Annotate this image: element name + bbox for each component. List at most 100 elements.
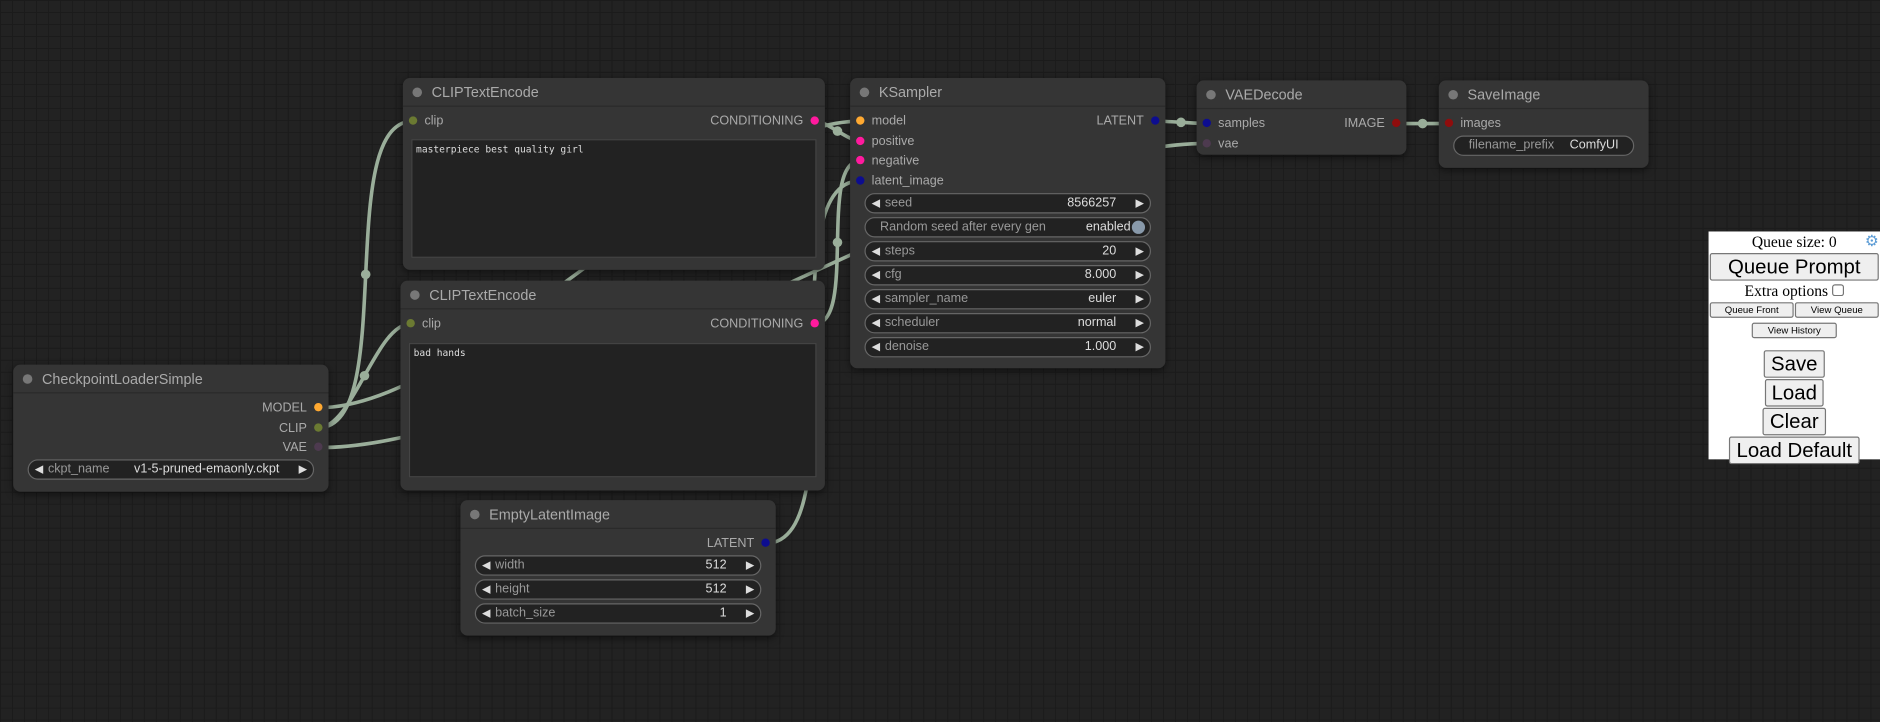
output-slot-latent[interactable]: LATENT [707, 535, 771, 552]
view-history-button[interactable]: View History [1751, 322, 1837, 339]
node-ksampler[interactable]: KSampler model positive negative latent_imag… [850, 77, 1166, 369]
vae-output-dot-icon[interactable] [314, 442, 323, 452]
collapse-dot-icon[interactable] [859, 87, 870, 98]
input-slot-images[interactable]: images [1444, 115, 1501, 132]
output-slot-vae[interactable]: VAE [283, 439, 324, 456]
clip-output-dot-icon[interactable] [314, 422, 323, 432]
collapse-dot-icon[interactable] [412, 87, 423, 98]
clear-button[interactable]: Clear [1762, 407, 1826, 436]
node-title[interactable]: CheckpointLoaderSimple [13, 365, 329, 394]
widget-sampler-name[interactable]: ◀ sampler_name euler ▶ [864, 288, 1152, 310]
arrow-left-icon[interactable]: ◀ [871, 268, 880, 281]
queue-front-button[interactable]: Queue Front [1709, 302, 1794, 318]
node-title[interactable]: CLIPTextEncode [402, 78, 825, 107]
arrow-right-icon[interactable]: ▶ [298, 463, 307, 476]
arrow-right-icon[interactable]: ▶ [745, 582, 755, 595]
collapse-dot-icon[interactable] [1206, 89, 1216, 100]
widget-scheduler[interactable]: ◀ scheduler normal ▶ [864, 312, 1152, 334]
collapse-dot-icon[interactable] [22, 374, 33, 384]
arrow-left-icon[interactable]: ◀ [871, 196, 880, 209]
arrow-left-icon[interactable]: ◀ [871, 316, 880, 329]
collapse-dot-icon[interactable] [470, 509, 480, 520]
model-input-dot-icon[interactable] [856, 116, 865, 125]
prompt-textarea[interactable]: bad hands [408, 343, 817, 478]
extra-options-checkbox[interactable] [1832, 284, 1844, 297]
arrow-left-icon[interactable]: ◀ [871, 292, 880, 305]
node-cliptextencode[interactable]: CLIPTextEncode clip CONDITIONING masterpiec… [402, 77, 825, 270]
arrow-right-icon[interactable]: ▶ [1135, 244, 1144, 257]
arrow-right-icon[interactable]: ▶ [745, 558, 755, 571]
latent-input-dot-icon[interactable] [856, 176, 865, 185]
arrow-left-icon[interactable]: ◀ [481, 558, 491, 571]
widget-seed[interactable]: ◀ seed 8566257 ▶ [864, 192, 1152, 214]
input-slot-model[interactable]: model [855, 113, 906, 130]
load-default-button[interactable]: Load Default [1729, 436, 1860, 465]
arrow-right-icon[interactable]: ▶ [1135, 292, 1144, 305]
conditioning-input-dot-icon[interactable] [856, 136, 865, 145]
arrow-left-icon[interactable]: ◀ [871, 340, 880, 353]
gear-icon[interactable]: ⚙ [1864, 231, 1879, 250]
link-midpoint-icon[interactable] [1176, 117, 1186, 128]
view-queue-button[interactable]: View Queue [1794, 302, 1879, 318]
node-checkpointloadersimple[interactable]: CheckpointLoaderSimple MODEL CLIP VAE ◀ ckpt_… [13, 364, 329, 492]
input-slot-latent-image[interactable]: latent_image [855, 172, 944, 189]
arrow-right-icon[interactable]: ▶ [1135, 316, 1144, 329]
arrow-right-icon[interactable]: ▶ [1135, 340, 1144, 353]
input-slot-samples[interactable]: samples [1201, 115, 1265, 132]
input-slot-clip[interactable]: clip [405, 315, 441, 332]
conditioning-output-dot-icon[interactable] [810, 116, 819, 125]
output-slot-conditioning[interactable]: CONDITIONING [710, 113, 820, 130]
node-emptylatentimage[interactable]: EmptyLatentImage LATENT ◀ width 512 ▶ ◀ height 5… [460, 500, 776, 636]
arrow-left-icon[interactable]: ◀ [871, 244, 880, 257]
node-cliptextencode[interactable]: CLIPTextEncode clip CONDITIONING bad hands [400, 280, 825, 491]
conditioning-input-dot-icon[interactable] [856, 156, 865, 165]
arrow-right-icon[interactable]: ▶ [745, 606, 755, 619]
collapse-dot-icon[interactable] [1448, 89, 1458, 100]
link-midpoint-icon[interactable] [359, 370, 370, 381]
output-slot-model[interactable]: MODEL [262, 399, 324, 416]
save-button[interactable]: Save [1763, 350, 1825, 378]
node-title[interactable]: KSampler [850, 78, 1166, 107]
output-slot-latent[interactable]: LATENT [1096, 113, 1160, 130]
widget-batch-size[interactable]: ◀ batch_size 1 ▶ [474, 603, 762, 624]
arrow-left-icon[interactable]: ◀ [481, 582, 491, 595]
node-vaedecode[interactable]: VAEDecode samples vae IMAGE [1196, 80, 1407, 155]
image-input-dot-icon[interactable] [1444, 118, 1454, 128]
link-midpoint-icon[interactable] [832, 237, 843, 248]
output-slot-image[interactable]: IMAGE [1344, 115, 1401, 132]
widget-filename-prefix[interactable]: filename_prefix ComfyUI [1453, 135, 1635, 156]
load-button[interactable]: Load [1764, 378, 1825, 407]
output-slot-conditioning[interactable]: CONDITIONING [710, 315, 820, 332]
widget-height[interactable]: ◀ height 512 ▶ [474, 579, 762, 600]
arrow-left-icon[interactable]: ◀ [481, 606, 491, 619]
node-title[interactable]: VAEDecode [1196, 80, 1407, 110]
arrow-right-icon[interactable]: ▶ [1135, 268, 1144, 281]
clip-input-dot-icon[interactable] [406, 319, 415, 328]
image-output-dot-icon[interactable] [1392, 118, 1401, 128]
output-slot-clip[interactable]: CLIP [279, 419, 324, 436]
latent-input-dot-icon[interactable] [1202, 118, 1211, 128]
latent-output-dot-icon[interactable] [761, 538, 770, 547]
model-output-dot-icon[interactable] [314, 402, 323, 412]
link-midpoint-icon[interactable] [1417, 118, 1428, 129]
input-slot-vae[interactable]: vae [1201, 135, 1238, 152]
link-midpoint-icon[interactable] [832, 126, 843, 136]
toggle-knob-icon[interactable] [1131, 220, 1146, 234]
link-midpoint-icon[interactable] [360, 269, 371, 280]
input-slot-negative[interactable]: negative [855, 153, 919, 170]
queue-prompt-button[interactable]: Queue Prompt [1709, 253, 1879, 281]
widget-width[interactable]: ◀ width 512 ▶ [474, 555, 762, 576]
widget-denoise[interactable]: ◀ denoise 1.000 ▶ [864, 336, 1152, 358]
node-saveimage[interactable]: SaveImage images filename_prefix ComfyUI [1438, 80, 1649, 168]
collapse-dot-icon[interactable] [410, 290, 420, 300]
widget-random-seed-after-every-gen[interactable]: Random seed after every gen enabled [864, 216, 1152, 238]
node-title[interactable]: SaveImage [1438, 80, 1649, 110]
widget-cfg[interactable]: ◀ cfg 8.000 ▶ [864, 264, 1152, 286]
node-title[interactable]: EmptyLatentImage [460, 500, 776, 529]
input-slot-clip[interactable]: clip [408, 113, 443, 130]
clip-input-dot-icon[interactable] [408, 116, 418, 125]
conditioning-output-dot-icon[interactable] [810, 319, 819, 328]
latent-output-dot-icon[interactable] [1151, 116, 1160, 125]
arrow-right-icon[interactable]: ▶ [1135, 196, 1144, 209]
